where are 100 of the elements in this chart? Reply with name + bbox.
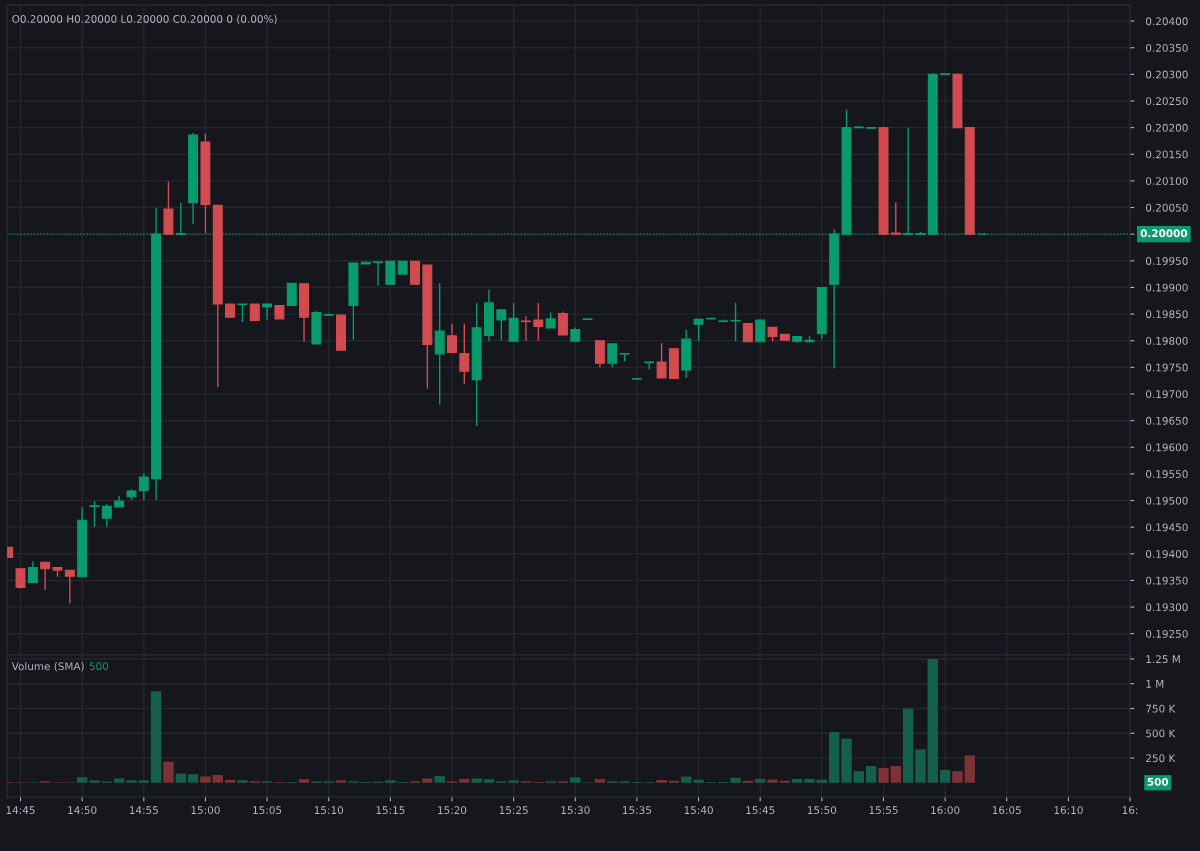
y-tick-label: 1.25 M [1146,655,1180,664]
candlestick [40,561,51,591]
text: 500 [1147,777,1169,786]
candlestick [607,343,618,369]
y-tick-label: 750 K [1146,704,1176,713]
y-tick-label: 0.19300 [1146,603,1188,612]
bar [471,778,482,783]
bar [126,780,137,783]
candlestick [903,126,914,235]
candlestick [286,282,297,307]
bar [138,780,150,783]
bar [175,773,187,783]
candlestick [730,302,741,342]
candlestick [594,340,605,369]
bar [113,778,125,783]
candlestick [508,302,519,342]
y-tick-label: 0.19550 [1146,470,1188,478]
bar [865,765,877,783]
bar [212,774,224,783]
bar [964,755,975,783]
bar [828,732,840,783]
x-tick-label: 15:45 [746,806,775,815]
bar [434,775,445,783]
x-tick-label: 15:50 [807,806,837,815]
candlestick [459,322,470,385]
bar [730,777,741,783]
candlestick [237,303,248,323]
y-tick-label: 0.19800 [1146,336,1188,345]
y-tick-label: 0.20250 [1146,97,1188,106]
bar [681,776,692,783]
bar [952,771,963,783]
candlestick [385,260,396,285]
x-tick-label: 16:00 [931,806,960,815]
candlestick [693,318,704,342]
text: O0.20000 H0.20000 L0.20000 C0.20000 0 (0.00%) [12,14,277,25]
y-tick-label: 0.20350 [1146,43,1188,52]
bar [459,778,470,783]
bar [187,774,199,783]
bar [816,779,828,783]
bar [237,780,248,783]
x-tick-label: 15:15 [376,806,405,815]
candlestick [373,261,383,287]
y-tick-label: 500 K [1146,729,1176,738]
candlestick [410,260,420,285]
y-tick-label: 1 M [1146,680,1164,688]
y-tick-label: 0.19350 [1146,576,1188,585]
candlestick [262,303,273,321]
bar [791,778,803,783]
x-tick-label: 15:00 [191,806,220,815]
candlestick [890,201,901,235]
y-tick-label: 0.20300 [1146,70,1188,79]
bar [224,780,236,783]
bar [902,708,914,783]
bar [939,769,951,783]
x-tick-label: 15:30 [561,806,590,815]
candlestick [755,319,766,343]
bar [693,779,704,783]
y-tick-label: 0.19400 [1146,550,1188,558]
bar [890,765,901,783]
y-tick-label: 0.20100 [1146,177,1188,186]
x-tick-label: 15:25 [499,806,528,815]
bar [422,778,433,783]
x-tick-label: 14:50 [68,806,97,815]
candlestick [656,342,667,379]
y-tick-label: 0.19900 [1146,283,1188,292]
bar [767,779,778,783]
x-tick-label: 15:35 [623,806,651,815]
candlestick [138,472,149,501]
bar [298,779,310,783]
bar [927,658,938,783]
candlestick [557,310,568,336]
y-tick-label: 0.19500 [1146,496,1188,505]
bar [804,778,815,783]
candlestick [89,500,100,528]
y-tick-label: 0.19850 [1146,310,1188,319]
x-tick-label: 15:05 [253,806,282,815]
bar [754,778,766,783]
y-tick-label: 0.19600 [1146,443,1188,452]
candlestick [101,503,112,528]
bar [841,738,852,783]
candlestick [64,569,75,605]
bar [200,776,211,783]
bar [335,780,347,783]
candlestick [27,560,38,584]
text: 500 [89,662,109,671]
text: Volume (SMA) [11,662,84,672]
bar [915,749,926,783]
y-tick-label: 0.20050 [1146,203,1188,212]
y-tick-label: 0.19700 [1146,390,1188,399]
y-tick-label: 0.20200 [1146,123,1188,132]
y-tick-label: 0.20400 [1146,17,1188,26]
bar [570,777,581,783]
x-tick-label: 16: [1122,806,1138,815]
bar [656,780,667,783]
x-tick-label: 15:20 [438,806,467,815]
candlestick [533,302,544,342]
candlestick [520,315,531,342]
x-tick-label: 14:45 [6,806,35,815]
candlestick [496,309,507,342]
y-tick-label: 0.20150 [1146,150,1188,159]
